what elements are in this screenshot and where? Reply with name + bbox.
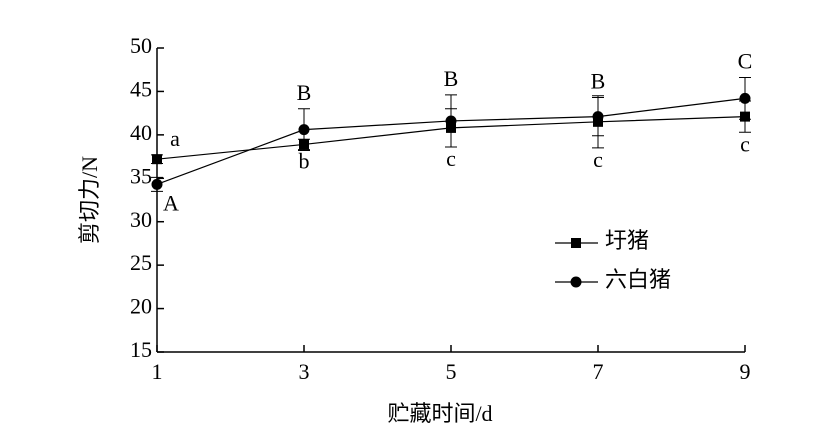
significance-label: b (299, 149, 310, 174)
marker (739, 92, 751, 104)
marker (571, 238, 581, 248)
x-tick-label: 5 (446, 359, 457, 384)
x-tick-label: 1 (152, 359, 163, 384)
y-axis-label: 剪切力/N (77, 156, 102, 244)
marker (152, 154, 162, 165)
y-tick-label: 40 (130, 120, 152, 145)
significance-label: c (593, 147, 603, 172)
y-tick-label: 45 (130, 76, 152, 101)
y-tick-label: 35 (130, 163, 152, 188)
y-tick-label: 30 (130, 207, 152, 232)
marker (298, 124, 310, 136)
marker (445, 115, 457, 127)
x-tick-label: 7 (593, 359, 604, 384)
significance-label: B (444, 66, 459, 91)
significance-label: B (297, 80, 312, 105)
significance-label: c (740, 131, 750, 156)
y-tick-label: 50 (130, 33, 152, 58)
x-axis-label: 贮藏时间/d (387, 401, 492, 426)
marker (592, 111, 604, 123)
x-tick-label: 3 (299, 359, 310, 384)
significance-label: a (170, 126, 180, 151)
marker (570, 276, 582, 288)
marker (151, 178, 163, 190)
significance-label: c (446, 146, 456, 171)
y-tick-label: 25 (130, 250, 152, 275)
significance-label: A (163, 190, 179, 215)
x-tick-label: 9 (740, 359, 751, 384)
legend-label: 圩猪 (605, 228, 649, 253)
y-tick-label: 20 (130, 294, 152, 319)
significance-label: C (738, 49, 753, 74)
significance-label: B (591, 69, 606, 94)
y-tick-label: 15 (130, 337, 152, 362)
legend-label: 六白猪 (605, 267, 671, 292)
